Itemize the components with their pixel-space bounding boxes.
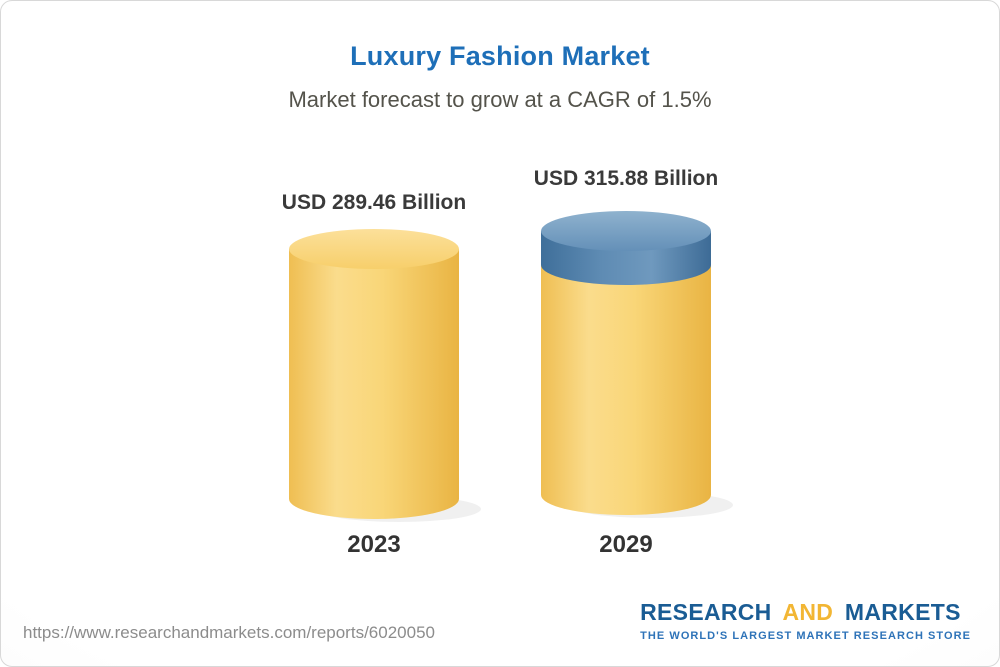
cylinder-top <box>289 229 459 269</box>
value-label-2029: USD 315.88 Billion <box>533 167 719 190</box>
value-label-2023: USD 289.46 Billion <box>281 191 467 214</box>
brand-logo-text: RESEARCH AND MARKETS <box>640 599 971 626</box>
growth-cap-top <box>541 211 711 251</box>
cylinder-bottom <box>289 479 459 519</box>
chart-title: Luxury Fashion Market <box>350 41 650 71</box>
logo-word-research: RESEARCH <box>640 599 772 625</box>
cylinder-body <box>541 265 711 495</box>
cylinder-bar-2029 <box>541 211 733 518</box>
logo-word-and: AND <box>782 599 834 625</box>
cylinder-body <box>289 249 459 499</box>
logo-word-markets: MARKETS <box>844 599 961 625</box>
year-label-2029: 2029 <box>599 531 653 558</box>
cylinder-bottom <box>541 475 711 515</box>
chart-subtitle: Market forecast to grow at a CAGR of 1.5… <box>288 87 712 112</box>
brand-tagline: THE WORLD'S LARGEST MARKET RESEARCH STOR… <box>640 630 971 642</box>
brand-logo: RESEARCH AND MARKETS THE WORLD'S LARGEST… <box>640 599 971 642</box>
cylinder-bar-2023 <box>289 229 481 522</box>
report-url: https://www.researchandmarkets.com/repor… <box>23 623 435 642</box>
year-label-2023: 2023 <box>347 531 401 558</box>
